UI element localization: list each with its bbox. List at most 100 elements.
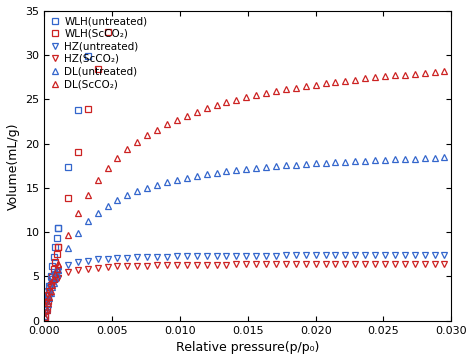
HZ(ScCO₂) xyxy=(42,311,48,315)
WLH(ScCO₂) xyxy=(48,283,54,287)
WLH(untreated) xyxy=(42,314,48,318)
HZ(ScCO₂) xyxy=(45,293,51,297)
HZ(untreated) xyxy=(323,253,328,257)
DL(ScCO₂) xyxy=(323,81,328,86)
HZ(untreated) xyxy=(164,255,170,259)
HZ(untreated) xyxy=(283,253,289,258)
HZ(ScCO₂) xyxy=(343,262,348,266)
HZ(ScCO₂) xyxy=(412,262,418,266)
DL(ScCO₂) xyxy=(45,301,51,305)
DL(untreated) xyxy=(333,160,338,164)
HZ(ScCO₂) xyxy=(432,262,438,266)
HZ(ScCO₂) xyxy=(402,262,408,266)
HZ(ScCO₂) xyxy=(224,262,229,267)
DL(untreated) xyxy=(44,308,49,312)
HZ(ScCO₂) xyxy=(303,262,309,266)
HZ(ScCO₂) xyxy=(372,262,378,266)
WLH(untreated) xyxy=(44,304,49,308)
HZ(untreated) xyxy=(353,253,358,257)
HZ(ScCO₂) xyxy=(273,262,279,266)
HZ(ScCO₂) xyxy=(392,262,398,266)
WLH(ScCO₂) xyxy=(45,299,51,303)
DL(ScCO₂) xyxy=(46,295,52,299)
DL(ScCO₂) xyxy=(75,210,81,215)
WLH(ScCO₂) xyxy=(52,260,58,264)
HZ(ScCO₂) xyxy=(164,263,170,268)
DL(ScCO₂) xyxy=(362,76,368,81)
DL(ScCO₂) xyxy=(65,233,71,237)
DL(untreated) xyxy=(115,197,120,202)
HZ(ScCO₂) xyxy=(154,263,160,268)
WLH(untreated) xyxy=(95,4,100,9)
HZ(untreated) xyxy=(382,253,388,257)
DL(untreated) xyxy=(51,280,56,285)
HZ(untreated) xyxy=(372,253,378,257)
HZ(ScCO₂) xyxy=(234,262,239,267)
WLH(untreated) xyxy=(46,283,52,288)
WLH(ScCO₂) xyxy=(42,314,48,319)
WLH(untreated) xyxy=(54,235,59,240)
HZ(ScCO₂) xyxy=(95,265,100,270)
WLH(ScCO₂) xyxy=(49,275,55,279)
WLH(untreated) xyxy=(45,293,51,298)
HZ(untreated) xyxy=(125,256,130,260)
HZ(untreated) xyxy=(45,289,51,293)
HZ(ScCO₂) xyxy=(382,262,388,266)
DL(ScCO₂) xyxy=(402,72,408,77)
HZ(untreated) xyxy=(49,277,55,281)
DL(ScCO₂) xyxy=(164,122,170,126)
DL(ScCO₂) xyxy=(135,140,140,144)
HZ(ScCO₂) xyxy=(194,262,200,267)
DL(untreated) xyxy=(105,203,110,208)
DL(untreated) xyxy=(392,157,398,161)
DL(ScCO₂) xyxy=(145,133,150,138)
WLH(ScCO₂) xyxy=(85,107,91,111)
DL(untreated) xyxy=(412,156,418,161)
DL(untreated) xyxy=(214,171,219,175)
DL(ScCO₂) xyxy=(293,86,299,90)
HZ(ScCO₂) xyxy=(422,262,428,266)
DL(untreated) xyxy=(45,302,51,306)
HZ(untreated) xyxy=(95,257,100,262)
DL(untreated) xyxy=(234,168,239,173)
DL(untreated) xyxy=(353,159,358,163)
DL(ScCO₂) xyxy=(432,70,438,74)
DL(ScCO₂) xyxy=(105,166,110,170)
DL(untreated) xyxy=(194,174,200,178)
WLH(untreated) xyxy=(85,54,91,58)
HZ(ScCO₂) xyxy=(46,288,52,293)
HZ(ScCO₂) xyxy=(48,285,54,289)
HZ(untreated) xyxy=(65,263,71,267)
X-axis label: Relative pressure(p/p₀): Relative pressure(p/p₀) xyxy=(176,341,319,354)
HZ(ScCO₂) xyxy=(362,262,368,266)
DL(untreated) xyxy=(204,172,210,177)
WLH(ScCO₂) xyxy=(65,195,71,200)
HZ(untreated) xyxy=(55,269,61,273)
HZ(ScCO₂) xyxy=(52,278,58,282)
DL(untreated) xyxy=(184,175,190,180)
DL(untreated) xyxy=(145,186,150,190)
DL(ScCO₂) xyxy=(333,80,338,84)
DL(untreated) xyxy=(382,157,388,162)
HZ(untreated) xyxy=(145,255,150,259)
DL(ScCO₂) xyxy=(51,277,56,282)
HZ(ScCO₂) xyxy=(135,264,140,268)
WLH(untreated) xyxy=(65,165,71,169)
HZ(untreated) xyxy=(52,272,58,276)
DL(ScCO₂) xyxy=(263,91,269,95)
DL(ScCO₂) xyxy=(303,84,309,88)
HZ(ScCO₂) xyxy=(254,262,259,266)
HZ(ScCO₂) xyxy=(145,264,150,268)
WLH(untreated) xyxy=(55,226,61,231)
DL(ScCO₂) xyxy=(372,75,378,79)
HZ(untreated) xyxy=(402,253,408,257)
DL(ScCO₂) xyxy=(254,93,259,97)
WLH(ScCO₂) xyxy=(55,245,61,249)
HZ(ScCO₂) xyxy=(125,264,130,268)
HZ(untreated) xyxy=(44,297,49,302)
HZ(untreated) xyxy=(115,256,120,260)
HZ(ScCO₂) xyxy=(55,275,61,280)
HZ(untreated) xyxy=(422,253,428,257)
DL(untreated) xyxy=(154,182,160,187)
WLH(ScCO₂) xyxy=(51,267,56,271)
